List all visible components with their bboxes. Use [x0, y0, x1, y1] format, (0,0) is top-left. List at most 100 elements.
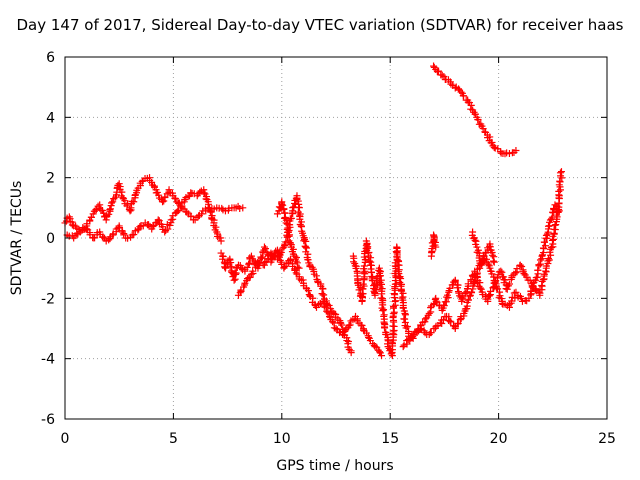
data-point-trace-c — [332, 325, 340, 332]
trace-marker-trace-f — [512, 269, 520, 277]
trace-marker-trace-i — [478, 259, 486, 267]
trace-marker-trace-f — [454, 284, 462, 292]
trace-marker-trace-j — [433, 68, 441, 76]
trace-marker-trace-g — [534, 266, 542, 274]
trace-marker-trace-g — [403, 337, 411, 345]
x-tick-label: 15 — [381, 431, 399, 447]
y-tick-label: 6 — [46, 50, 55, 66]
data-point-trace-j — [438, 71, 446, 79]
trace-marker-trace-e — [292, 257, 300, 265]
trace-marker-trace-c — [329, 318, 337, 326]
data-point-trace-c — [325, 312, 333, 320]
trace-marker-trace-g — [446, 317, 454, 325]
data-point-trace-g — [538, 252, 546, 260]
trace-marker-trace-f — [365, 257, 373, 265]
trace-marker-trace-d — [289, 204, 297, 212]
trace-marker-trace-i — [480, 252, 488, 260]
data-point-trace-c — [371, 343, 379, 351]
data-point-trace-j — [505, 150, 513, 158]
trace-marker-trace-j — [488, 138, 496, 146]
trace-marker-trace-g — [528, 283, 536, 291]
trace-marker-trace-e — [280, 205, 288, 213]
trace-marker-trace-f — [381, 324, 389, 332]
data-point-trace-b — [217, 237, 225, 245]
data-point-trace-c — [358, 321, 366, 329]
trace-marker-trace-f — [520, 270, 528, 278]
trace-marker-trace-a — [108, 199, 116, 207]
trace-marker-trace-g — [510, 289, 518, 297]
trace-marker-trace-b — [149, 223, 157, 231]
data-point-trace-j — [512, 147, 520, 155]
trace-marker-trace-f — [487, 287, 495, 295]
trace-marker-trace-g — [498, 300, 506, 308]
data-point-trace-a — [198, 210, 206, 218]
y-tick-label: -2 — [41, 291, 55, 307]
trace-marker-trace-f — [371, 286, 379, 294]
trace-marker-trace-c — [346, 321, 354, 329]
trace-marker-trace-d — [287, 214, 295, 222]
y-tick-label: -4 — [41, 352, 55, 368]
trace-marker-trace-g — [541, 242, 549, 250]
trace-marker-trace-g — [427, 329, 435, 337]
x-tick-label: 0 — [61, 431, 70, 447]
trace-marker-trace-a — [106, 205, 114, 213]
trace-marker-trace-b — [99, 233, 107, 241]
trace-marker-trace-d — [320, 291, 328, 299]
trace-marker-trace-a — [68, 221, 76, 229]
trace-marker-trace-g — [464, 296, 472, 304]
trace-marker-trace-f — [451, 277, 459, 285]
data-point-trace-a — [109, 198, 117, 206]
data-point-trace-e — [286, 240, 294, 248]
data-point-trace-f — [497, 267, 505, 275]
trace-marker-trace-g — [454, 319, 462, 327]
data-point-trace-a — [172, 195, 180, 203]
trace-marker-trace-a — [183, 208, 191, 216]
trace-marker-trace-b — [200, 189, 208, 197]
trace-marker-trace-c — [292, 269, 300, 277]
trace-marker-trace-f — [555, 187, 563, 195]
trace-marker-trace-g — [533, 273, 541, 281]
trace-marker-trace-i — [488, 251, 496, 259]
trace-marker-trace-f — [359, 280, 367, 288]
y-tick-label: 0 — [46, 231, 55, 247]
trace-marker-trace-c — [243, 263, 251, 271]
trace-marker-trace-g — [466, 292, 474, 300]
trace-marker-trace-b — [207, 208, 215, 216]
trace-marker-trace-d — [261, 259, 269, 267]
x-tick-label: 20 — [490, 431, 508, 447]
axis-ticks: 0 5 10 15 20 25 -6 -4 -2 0 2 4 6 — [41, 50, 616, 447]
trace-marker-trace-a — [236, 205, 244, 213]
trace-marker-trace-f — [390, 308, 398, 316]
trace-marker-trace-c — [257, 254, 265, 262]
data-point-trace-j — [490, 144, 498, 151]
trace-marker-trace-f — [432, 297, 440, 305]
data-point-trace-g — [486, 264, 494, 272]
trace-marker-trace-j — [471, 110, 479, 118]
data-point-trace-e — [295, 264, 303, 272]
trace-marker-trace-c — [304, 287, 312, 295]
data-points — [61, 62, 566, 360]
trace-marker-trace-a — [130, 198, 138, 206]
data-point-trace-b — [83, 225, 91, 233]
trace-marker-trace-d — [249, 267, 257, 275]
y-tick-label: -6 — [41, 412, 55, 428]
trace-marker-trace-j — [479, 125, 487, 133]
trace-marker-trace-d — [338, 321, 346, 329]
data-point-trace-f — [557, 168, 565, 176]
trace-marker-trace-d — [303, 244, 311, 252]
trace-marker-trace-c — [287, 256, 295, 264]
trace-marker-trace-f — [402, 324, 410, 332]
trace-marker-trace-e — [279, 201, 287, 209]
trace-marker-trace-d — [325, 301, 333, 309]
data-point-trace-a — [165, 186, 173, 194]
trace-marker-trace-f — [401, 311, 409, 319]
trace-marker-trace-c — [262, 245, 270, 253]
trace-marker-trace-g — [469, 279, 477, 287]
trace-marker-trace-f — [380, 306, 388, 314]
trace-marker-trace-f — [545, 256, 553, 264]
trace-marker-trace-d — [304, 256, 312, 264]
trace-marker-trace-f — [547, 251, 555, 259]
trace-marker-trace-f — [397, 275, 405, 283]
data-point-trace-a — [239, 204, 247, 212]
